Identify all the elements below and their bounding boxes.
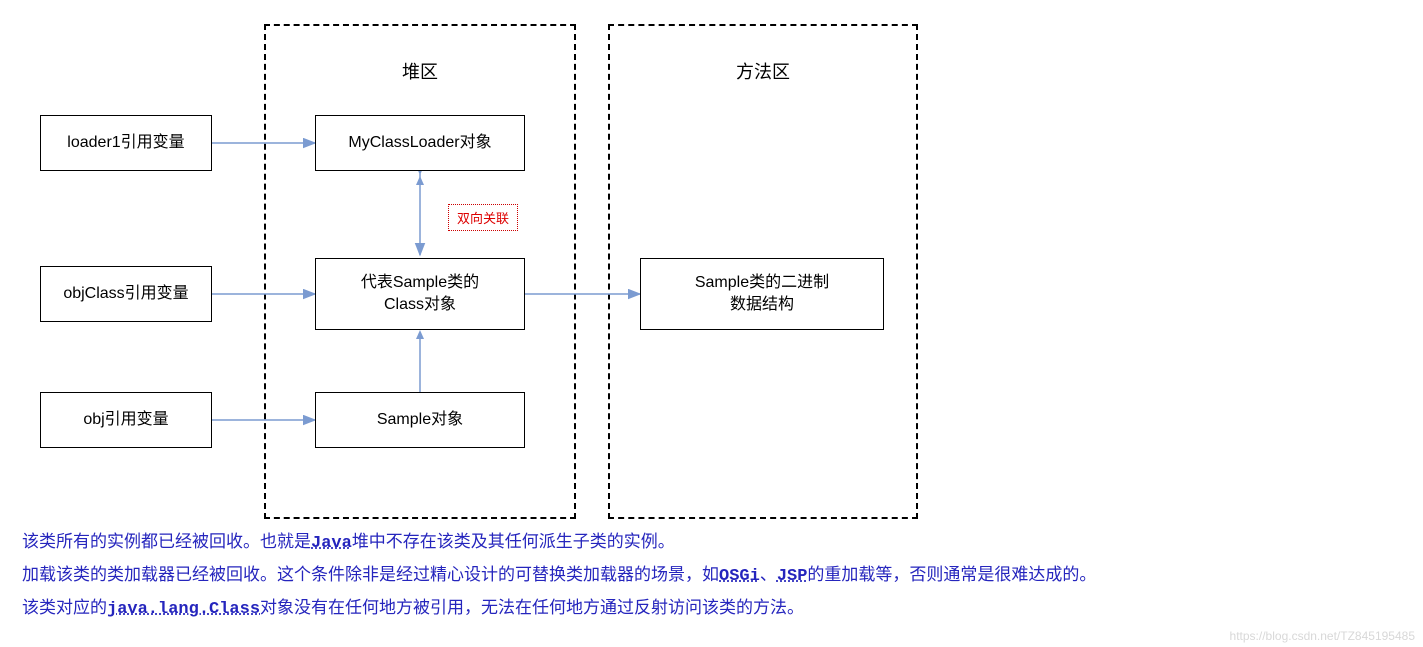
loader-var-box: loader1引用变量 <box>40 115 212 171</box>
heap-region-title: 堆区 <box>264 58 576 84</box>
sample-object-box: Sample对象 <box>315 392 525 448</box>
footnote-text: 该类对应的 <box>22 598 107 617</box>
keyword-osgi: OSGi <box>719 567 760 586</box>
footnote-line-1: 该类所有的实例都已经被回收。也就是Java堆中不存在该类及其任何派生子类的实例。 <box>22 528 1393 559</box>
method-region-title: 方法区 <box>608 58 918 84</box>
footnote-text: 的重加载等，否则通常是很难达成的。 <box>807 565 1096 584</box>
footnote-text: 加载该类的类加载器已经被回收。这个条件除非是经过精心设计的可替换类加载器的场景，… <box>22 565 719 584</box>
jvm-memory-diagram: 堆区 方法区 loader1引用变量 objClass引用变量 obj引用变量 … <box>0 0 1423 520</box>
footnote-block: 该类所有的实例都已经被回收。也就是Java堆中不存在该类及其任何派生子类的实例。… <box>22 528 1393 627</box>
watermark-text: https://blog.csdn.net/TZ845195485 <box>1230 629 1415 643</box>
obj-var-box: obj引用变量 <box>40 392 212 448</box>
footnote-text: 堆中不存在该类及其任何派生子类的实例。 <box>352 532 675 551</box>
keyword-java: Java <box>311 534 352 553</box>
footnote-text: 、 <box>760 565 777 584</box>
binary-structure-box: Sample类的二进制 数据结构 <box>640 258 884 330</box>
keyword-jsp: JSP <box>777 567 808 586</box>
footnote-text: 该类所有的实例都已经被回收。也就是 <box>22 532 311 551</box>
myclassloader-box: MyClassLoader对象 <box>315 115 525 171</box>
class-object-box: 代表Sample类的 Class对象 <box>315 258 525 330</box>
keyword-javalangclass: java.lang.Class <box>107 600 260 619</box>
footnote-text: 对象没有在任何地方被引用，无法在任何地方通过反射访问该类的方法。 <box>260 598 804 617</box>
footnote-line-3: 该类对应的java.lang.Class对象没有在任何地方被引用，无法在任何地方… <box>22 594 1393 625</box>
objclass-var-box: objClass引用变量 <box>40 266 212 322</box>
bidirectional-annotation: 双向关联 <box>448 204 518 231</box>
footnote-line-2: 加载该类的类加载器已经被回收。这个条件除非是经过精心设计的可替换类加载器的场景，… <box>22 561 1393 592</box>
